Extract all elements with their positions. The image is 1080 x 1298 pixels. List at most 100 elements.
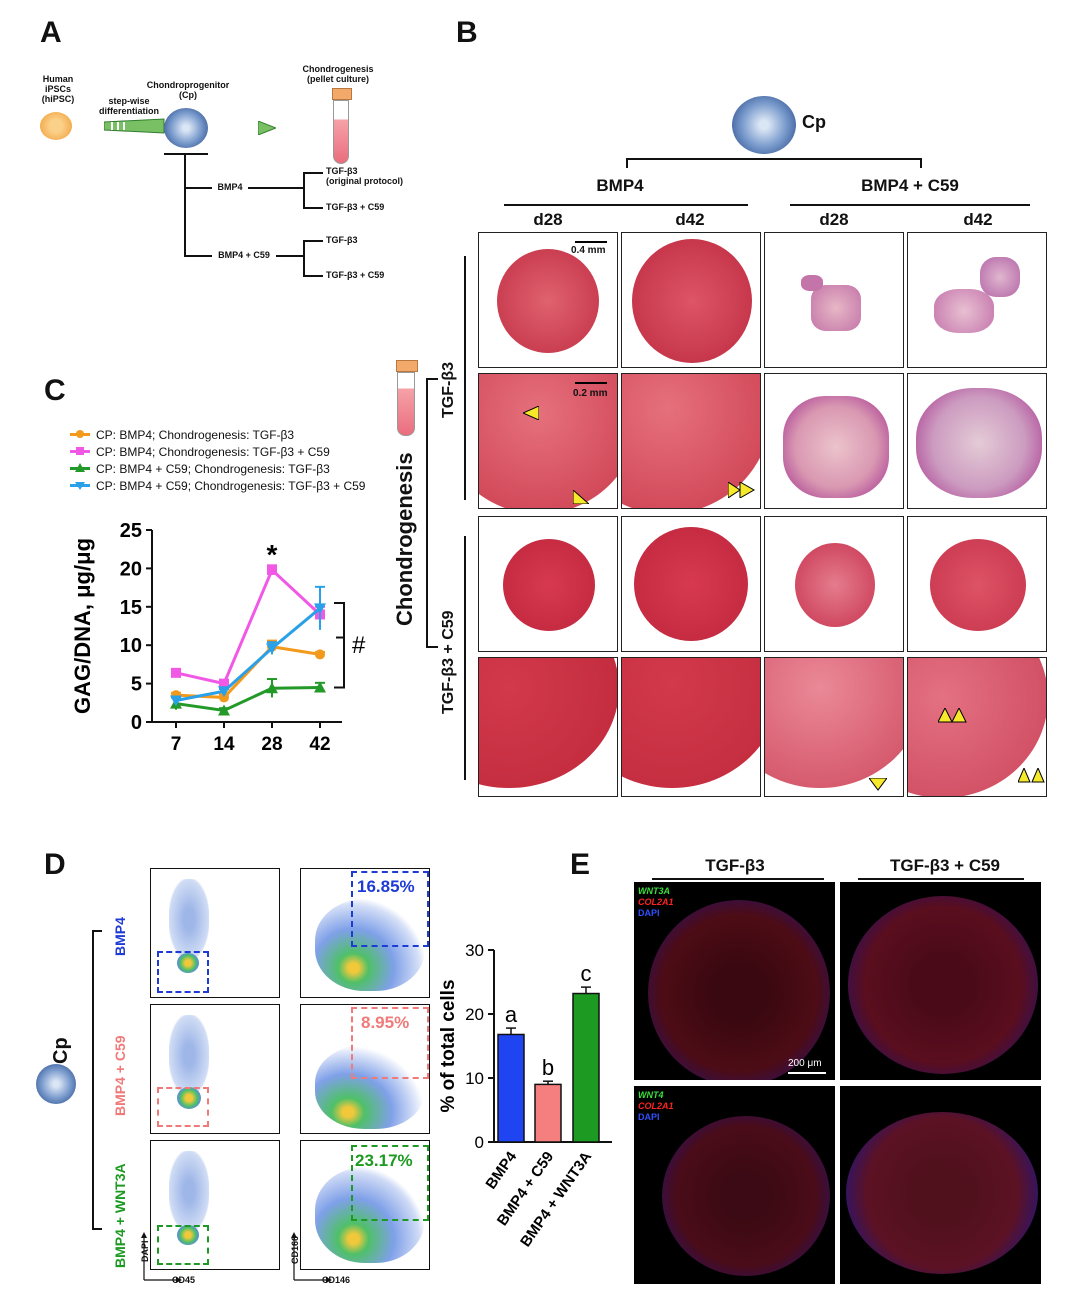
row-label-bmp4: BMP4 — [112, 917, 128, 956]
chondrogenesis-label: Chondrogenesis — [392, 452, 417, 626]
scale-bar-04: 0.4 mm — [571, 245, 606, 256]
histology-c59-d28-c59-zoom — [764, 657, 904, 797]
histology-bmp4-d28-c59-zoom — [478, 657, 618, 797]
histology-bmp4-d42-tgfb3 — [621, 232, 761, 368]
cp-label-a: Chondroprogenitor (Cp) — [146, 80, 230, 100]
cp-icon — [164, 108, 208, 148]
histology-c59-d28-tgfb3 — [764, 232, 904, 368]
pct-bmp4: 16.85% — [357, 877, 415, 896]
histology-bmp4-d42-tgfb3-zoom — [621, 373, 761, 509]
flow-axis-arrows-icon — [141, 1232, 182, 1283]
flow-plot-cd166-cd146-bmp4: 16.85% — [300, 868, 430, 998]
data-point — [267, 564, 277, 575]
histology-bmp4-d28-tgfb3: 0.4 mm — [478, 232, 618, 368]
axis-cd146: CD146 — [322, 1275, 351, 1285]
legend-item: CP: BMP4; Chondrogenesis: TGF-β3 + C59 — [70, 443, 365, 460]
col-d42-1: d42 — [675, 210, 705, 229]
series-line — [175, 567, 322, 686]
y-axis-label: GAG/DNA, μg/μg — [70, 538, 95, 714]
data-point — [314, 681, 326, 693]
line-chart-legend: CP: BMP4; Chondrogenesis: TGF-β3 CP: BMP… — [70, 426, 365, 494]
hipsc-label: Human iPSCs (hiPSC) — [41, 74, 75, 104]
bar — [534, 1083, 562, 1143]
data-point — [218, 686, 230, 698]
significance-star: * — [267, 539, 278, 570]
label-wnt3a: WNT3A — [638, 886, 670, 896]
legend-item: CP: BMP4; Chondrogenesis: TGF-β3 — [70, 426, 365, 443]
branch-bmp4-c59: BMP4 + C59 — [218, 250, 270, 260]
x-tick-label: 28 — [261, 734, 282, 755]
x-tick-label: 14 — [213, 734, 235, 755]
fluor-wnt3a-tgfb3: WNT3A COL2A1 DAPI 200 μm — [634, 882, 835, 1080]
legend-text: CP: BMP4 + C59; Chondrogenesis: TGF-β3 +… — [96, 478, 366, 493]
flow-axis-arrows-icon — [291, 1232, 332, 1283]
row-tgfb3-c59: TGF-β3 + C59 — [440, 610, 457, 714]
row-tgfb3: TGF-β3 — [440, 362, 457, 418]
stepwise-label: step-wise differentiation — [99, 96, 159, 116]
y-tick-label: 10 — [465, 1069, 484, 1088]
flow-plot-cd166-cd146-wnt3a: 23.17% — [300, 1140, 430, 1270]
scale-bar-02: 0.2 mm — [573, 388, 608, 399]
x-tick-label: 7 — [171, 734, 182, 755]
pct-c59: 8.95% — [361, 1013, 410, 1032]
chondro-label: Chondrogenesis (pellet culture) — [302, 64, 374, 84]
y-tick-label: 0 — [131, 712, 142, 734]
y-tick-label: 5 — [131, 674, 142, 696]
histology-bmp4-d42-c59-zoom — [621, 657, 761, 797]
group-bmp4-c59: BMP4 + C59 — [861, 176, 959, 195]
line-chart: 0 5 10 15 20 25 7 14 28 42 GAG/DNA, μg/μg * # — [70, 520, 366, 755]
histology-c59-d42-tgfb3 — [907, 232, 1047, 368]
col-d42-2: d42 — [963, 210, 993, 229]
axis-cd45: CD45 — [172, 1275, 196, 1285]
data-point — [266, 682, 278, 694]
fluor-wnt4-tgfb3: WNT4 COL2A1 DAPI — [634, 1086, 835, 1284]
treat-tgfb3-c59-1: TGF-β3 + C59 — [326, 202, 385, 212]
panel-letter-b: B — [456, 16, 478, 49]
pct-wnt3a: 23.17% — [355, 1151, 413, 1170]
y-tick-label: 30 — [465, 941, 484, 960]
histology-c59-d28-c59 — [764, 516, 904, 652]
legend-item: CP: BMP4 + C59; Chondrogenesis: TGF-β3 — [70, 460, 365, 477]
label-col2a1: COL2A1 — [638, 897, 674, 907]
histology-bmp4-d28-c59 — [478, 516, 618, 652]
significance-bracket — [334, 601, 345, 689]
y-tick-label: 25 — [120, 520, 142, 542]
arrowhead-icon — [573, 490, 589, 504]
legend-item: CP: BMP4 + C59; Chondrogenesis: TGF-β3 +… — [70, 477, 365, 494]
branch-bmp4: BMP4 — [217, 182, 243, 192]
axis-dapi: DAPI — [140, 1240, 150, 1262]
e-scale: 200 μm — [788, 1058, 822, 1069]
series-line — [175, 607, 321, 702]
flow-plot-dapi-cd45-c59 — [150, 1004, 280, 1134]
category-label: BMP4 + WNT3A — [517, 1148, 595, 1250]
histology-c59-d42-c59-zoom — [907, 657, 1047, 797]
bar — [497, 1033, 525, 1143]
stepwise-arrow-icon — [104, 118, 165, 134]
flow-plot-cd166-cd146-c59: 8.95% — [300, 1004, 430, 1134]
col-d28-2: d28 — [819, 210, 849, 229]
arrow-right-icon — [258, 121, 276, 135]
arrowhead-icon — [938, 708, 967, 723]
cp-label-d: Cp — [50, 1037, 72, 1064]
histology-bmp4-d28-tgfb3-zoom: 0.2 mm — [478, 373, 618, 509]
label-wnt4: WNT4 — [638, 1090, 664, 1100]
row-label-bmp4-wnt3a: BMP4 + WNT3A — [112, 1163, 128, 1268]
panel-letter-a: A — [40, 16, 62, 49]
y-axis-label: % of total cells — [438, 979, 459, 1112]
series-line — [175, 645, 321, 699]
cp-label-b: Cp — [802, 112, 826, 132]
category-label: BMP4 — [482, 1148, 520, 1192]
histology-c59-d42-c59 — [907, 516, 1047, 652]
significance-hash: # — [352, 632, 366, 659]
legend-text: CP: BMP4; Chondrogenesis: TGF-β3 + C59 — [96, 444, 330, 459]
group-bmp4: BMP4 — [596, 176, 644, 195]
series-line — [175, 685, 321, 713]
significance-letter: a — [505, 1002, 518, 1027]
data-point — [266, 643, 278, 655]
data-point — [219, 692, 229, 703]
y-tick-label: 20 — [120, 558, 142, 580]
panel-letter-e: E — [570, 848, 591, 881]
hipsc-icon — [40, 112, 72, 140]
data-point — [314, 603, 326, 615]
e-col-tgfb3: TGF-β3 — [705, 856, 765, 875]
